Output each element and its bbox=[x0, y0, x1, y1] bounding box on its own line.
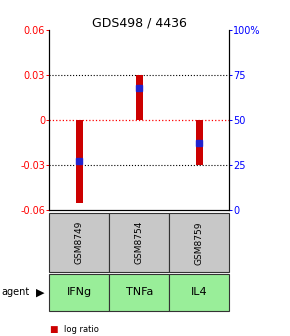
Bar bbox=[76, 120, 83, 203]
Text: log ratio: log ratio bbox=[64, 325, 99, 334]
Text: IFNg: IFNg bbox=[67, 287, 92, 297]
Text: ■: ■ bbox=[49, 325, 58, 334]
Text: GSM8754: GSM8754 bbox=[135, 221, 144, 264]
Text: ▶: ▶ bbox=[36, 287, 45, 297]
Text: agent: agent bbox=[1, 287, 30, 297]
Text: TNFa: TNFa bbox=[126, 287, 153, 297]
Bar bbox=[136, 75, 143, 120]
Text: GSM8759: GSM8759 bbox=[195, 221, 204, 264]
Bar bbox=[195, 120, 203, 165]
Text: GSM8749: GSM8749 bbox=[75, 221, 84, 264]
Title: GDS498 / 4436: GDS498 / 4436 bbox=[92, 16, 187, 29]
Text: IL4: IL4 bbox=[191, 287, 207, 297]
